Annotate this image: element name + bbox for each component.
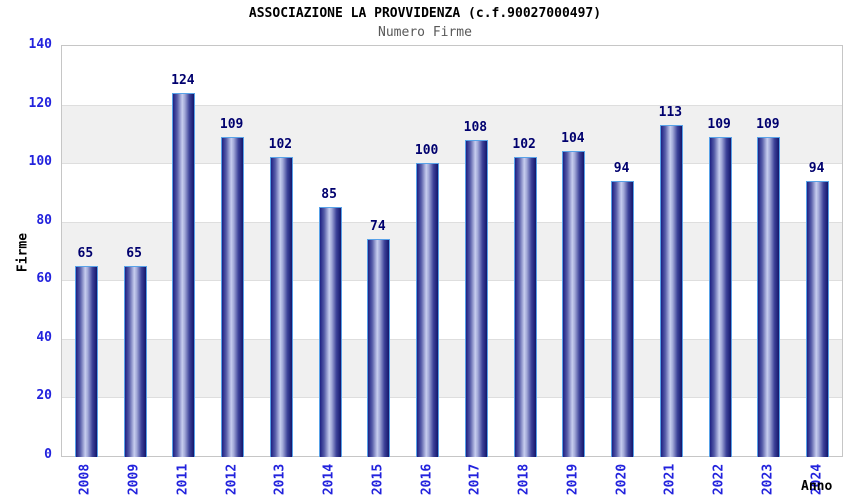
x-tick-label: 2018 [516,463,532,496]
bar [318,207,342,457]
y-tick-label: 80 [36,212,52,228]
grid-line [62,338,842,340]
x-tick-label: 2008 [77,463,93,496]
bar-value-label: 108 [463,119,488,135]
y-tick-label: 0 [44,447,52,462]
x-tick-label: 2022 [711,463,727,496]
bar-value-label: 100 [414,143,439,159]
x-tick-label: 2020 [614,463,630,496]
bar [659,125,683,457]
bar [562,151,586,457]
bar [172,92,196,457]
x-axis-title: Anno [801,479,833,494]
bar-value-label: 124 [171,72,195,88]
y-tick-label: 20 [36,388,52,404]
bar-value-label: 94 [613,160,630,176]
bar-value-label: 109 [756,116,780,132]
chart-subtitle: Numero Firme [378,25,472,40]
bar [269,157,293,457]
bar [708,136,732,457]
x-tick-label: 2021 [662,463,678,496]
bar-value-label: 65 [126,245,142,261]
y-tick-label: 100 [28,154,52,170]
bar [416,163,440,457]
bar-value-label: 94 [808,160,825,176]
y-tick-label: 40 [36,329,52,345]
bar-value-label: 109 [707,116,731,132]
bar [123,265,147,457]
bar-value-label: 85 [321,187,337,203]
y-tick-label: 60 [36,271,52,287]
bar-value-label: 74 [370,219,386,235]
x-tick-label: 2013 [272,463,288,496]
x-tick-label: 2009 [126,463,142,496]
x-tick-label: 2014 [321,463,337,496]
bar-value-label: 102 [268,137,293,153]
x-tick-label: 2016 [419,463,435,496]
grid-line [62,280,842,282]
bar [367,239,391,457]
bar-value-label: 102 [512,137,536,153]
x-tick-label: 2023 [760,463,776,496]
bar-value-label: 113 [658,105,683,121]
x-tick-label: 2017 [467,463,483,496]
bar-value-label: 109 [219,116,244,132]
bar [74,265,98,457]
bar [464,139,488,457]
grid-line [62,104,842,106]
bar [757,136,781,457]
x-tick-label: 2011 [175,463,191,496]
x-tick-label: 2012 [224,463,240,496]
grid-line [62,221,842,223]
bar [806,180,830,457]
y-tick-label: 140 [28,37,52,52]
bar [221,136,245,457]
grid-line [62,397,842,399]
y-axis-title: Firme [15,232,31,273]
bar-value-label: 65 [77,245,94,261]
x-tick-label: 2015 [370,463,386,496]
grid-line [62,163,842,165]
x-tick-label: 2019 [565,463,581,496]
plot-area [61,45,843,457]
bar [611,180,635,457]
y-tick-label: 120 [28,95,52,111]
bar [513,157,537,457]
bar-value-label: 104 [561,131,585,147]
chart-title: ASSOCIAZIONE LA PROVVIDENZA (c.f.9002700… [248,6,602,21]
